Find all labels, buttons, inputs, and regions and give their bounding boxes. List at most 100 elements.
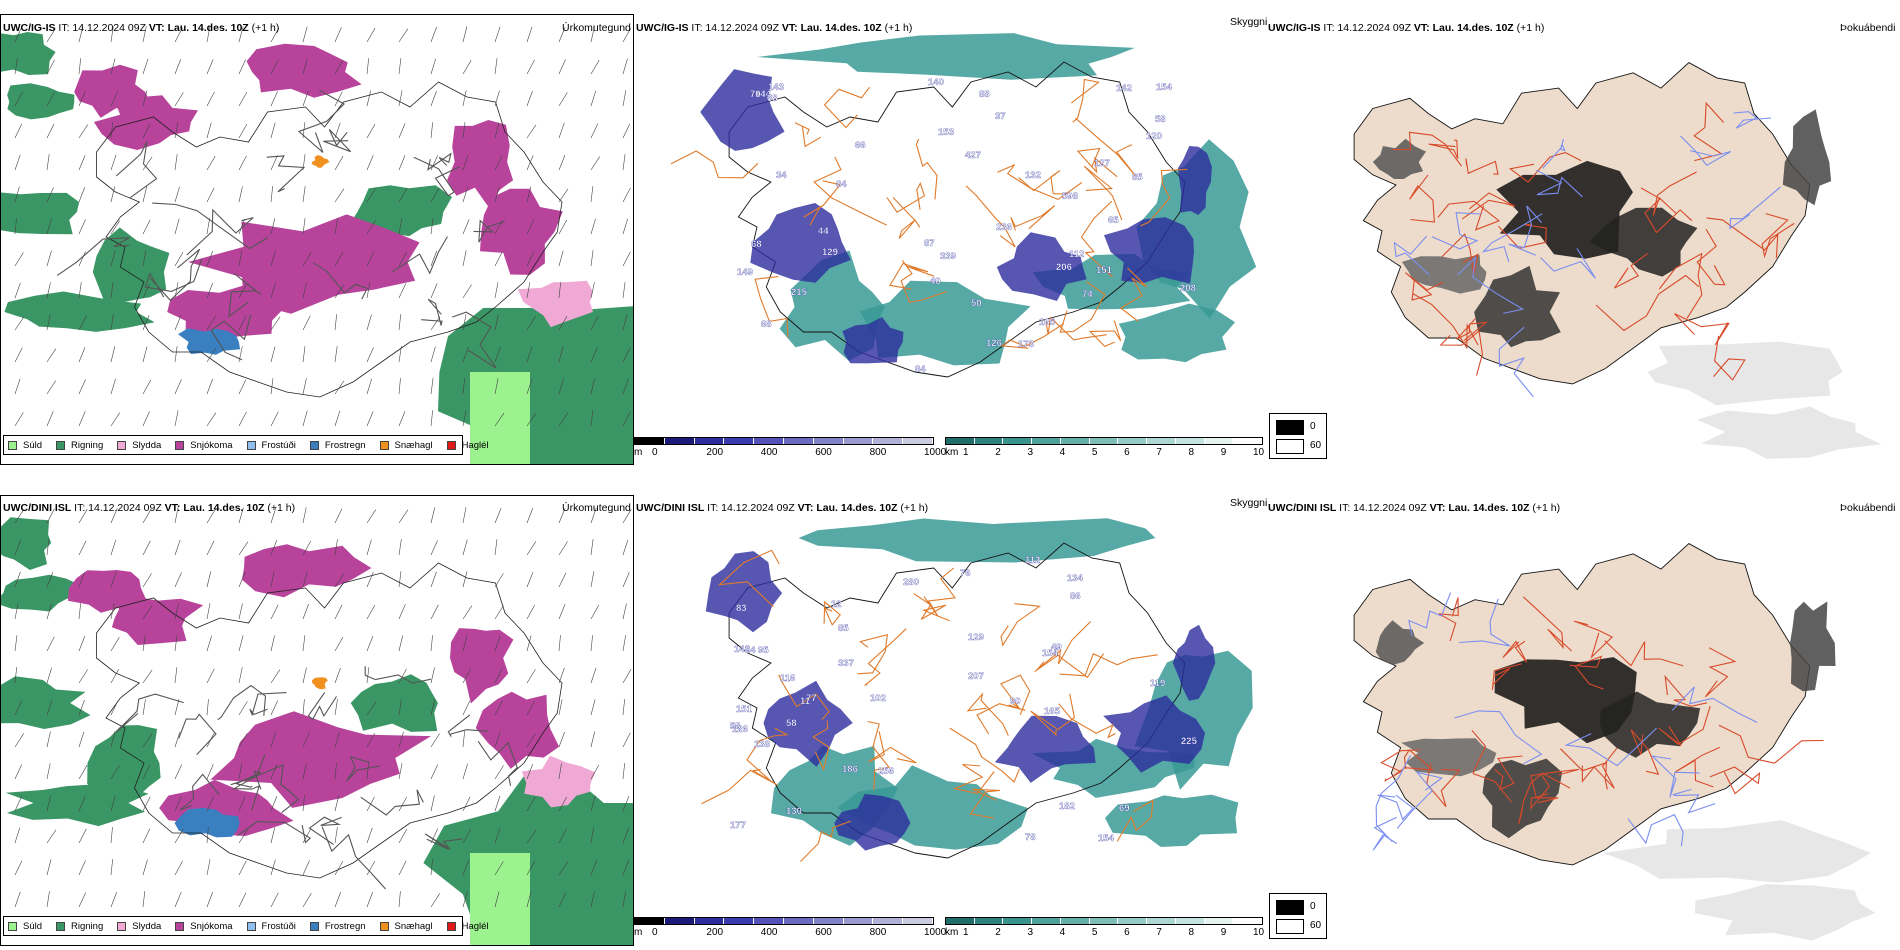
wind-barb xyxy=(494,282,499,299)
lead-time: (+1 h) xyxy=(251,22,280,34)
wind-barb xyxy=(110,891,117,908)
road-line xyxy=(1491,663,1522,690)
visibility-value-label: 149 xyxy=(737,267,753,278)
road-line xyxy=(266,155,306,193)
road-line xyxy=(313,262,368,300)
visibility-value-label: 120 xyxy=(1146,131,1162,142)
legend-item: Slydda xyxy=(117,921,161,932)
wind-barb xyxy=(558,572,567,588)
wind-barb xyxy=(302,26,308,43)
wind-barb xyxy=(142,346,148,363)
wind-barb xyxy=(14,282,21,299)
init-time: IT: 14.12.2024 09Z xyxy=(1323,22,1411,34)
colorbar-step xyxy=(1175,438,1205,444)
wind-barb xyxy=(398,635,403,652)
colorbar-step xyxy=(664,918,695,924)
road-line xyxy=(923,567,957,617)
wind-barb xyxy=(526,604,535,620)
visibility-value-label: 66 xyxy=(855,140,866,151)
wind-barb xyxy=(334,91,343,107)
wind-barb xyxy=(590,731,595,748)
wind-barb xyxy=(46,91,55,107)
road-line xyxy=(1140,168,1188,227)
wind-barb xyxy=(494,251,503,267)
road-line xyxy=(1502,640,1528,663)
wind-barb xyxy=(462,154,469,171)
visibility-value-label: 68 xyxy=(761,319,772,330)
legend-item: Rigning xyxy=(56,921,103,932)
road-line xyxy=(1471,729,1513,803)
wind-barb xyxy=(110,220,120,235)
rain-area xyxy=(0,32,56,75)
wind-barb xyxy=(302,571,308,588)
sleet-area xyxy=(517,280,593,328)
road-line xyxy=(1372,816,1398,851)
wind-barb xyxy=(270,827,276,844)
wind-barb xyxy=(110,314,114,331)
wind-barb xyxy=(558,541,568,556)
wind-barb xyxy=(334,827,338,844)
wind-barb xyxy=(462,60,472,75)
wind-barb xyxy=(526,26,533,43)
colorbar-step xyxy=(946,918,975,924)
wind-barb xyxy=(142,764,151,780)
legend-item: Haglél xyxy=(446,440,489,451)
wind-barb xyxy=(302,218,306,235)
wind-barb xyxy=(622,314,628,331)
wind-barb xyxy=(462,859,470,876)
wind-barb xyxy=(334,667,341,684)
road-line xyxy=(1375,755,1411,843)
visibility-value-label: 58 xyxy=(1155,114,1166,125)
road-line xyxy=(152,202,268,250)
wind-barb xyxy=(206,250,213,267)
legend-label: Frostúði xyxy=(261,920,296,932)
visibility-value-label: 95 xyxy=(758,645,769,656)
wind-barb xyxy=(334,284,344,299)
wind-barb xyxy=(558,828,567,844)
wind-barb xyxy=(206,378,213,395)
wind-barb xyxy=(238,250,243,267)
wind-barb xyxy=(558,250,564,267)
wind-barb xyxy=(334,380,345,395)
wind-barb xyxy=(142,26,147,43)
wind-barb xyxy=(14,91,23,107)
wind-barb xyxy=(398,218,403,235)
wind-barb xyxy=(366,572,374,588)
colorbar-step xyxy=(1233,918,1263,924)
road-line xyxy=(1604,640,1684,667)
wind-barb xyxy=(110,154,117,171)
visibility-value-label: 280 xyxy=(903,577,919,588)
wind-barb xyxy=(590,123,599,139)
fog-index-panel-top xyxy=(1269,12,1900,465)
visibility-colorbar: km 1 2 3 4 5 6 7 8 9 10 xyxy=(945,917,1265,941)
fog-index-panel-bottom xyxy=(1269,493,1900,946)
wind-barb xyxy=(334,122,341,139)
visibility-value-label: 151 xyxy=(1096,265,1113,276)
road-line xyxy=(149,248,201,302)
wind-barb xyxy=(206,91,215,107)
wind-barb xyxy=(206,603,211,620)
wind-barb xyxy=(142,379,152,395)
wind-barb xyxy=(526,700,535,716)
valid-time: VT: Lau. 14.des. 10Z xyxy=(148,22,249,34)
wind-barb xyxy=(78,91,86,107)
road-line xyxy=(889,262,935,290)
wind-barb xyxy=(110,508,118,524)
road-line xyxy=(1761,213,1795,259)
legend-item: Súld xyxy=(8,440,42,451)
snow-area xyxy=(475,691,560,769)
wind-barb xyxy=(238,763,243,780)
visibility-panel-title: Skyggni xyxy=(1230,16,1268,28)
road-line xyxy=(1498,326,1534,398)
wind-barb xyxy=(366,124,376,139)
road-line xyxy=(1000,603,1042,647)
wind-barb xyxy=(494,765,504,780)
road-line xyxy=(1461,192,1516,220)
wind-barb xyxy=(238,346,243,363)
road-line xyxy=(1457,256,1525,314)
wind-barb xyxy=(174,860,183,876)
wind-barb xyxy=(270,155,278,171)
visibility-value-label: 76 xyxy=(960,568,971,579)
snow-area xyxy=(210,711,432,808)
rain-area xyxy=(530,803,634,946)
